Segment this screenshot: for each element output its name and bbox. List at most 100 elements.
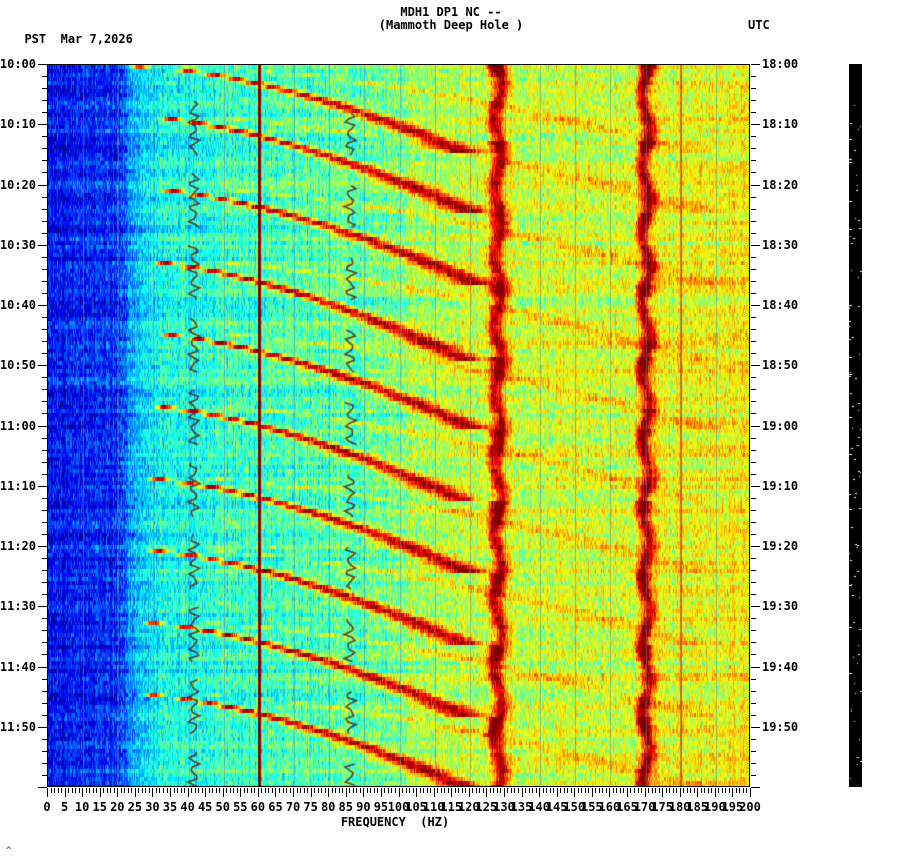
footer-mark: ^ [6, 846, 12, 856]
x-tick-minor [483, 788, 484, 793]
x-tick-minor [532, 788, 533, 793]
x-tick-major [645, 788, 646, 797]
x-tick-minor [75, 788, 76, 793]
x-tick-minor [560, 788, 561, 793]
x-tick-minor [367, 788, 368, 793]
spectrogram-plot[interactable] [47, 64, 750, 787]
y-tick-major [751, 667, 760, 668]
x-tick-minor [184, 788, 185, 793]
x-tick-major [135, 788, 136, 797]
x-tick-minor [290, 788, 291, 793]
x-tick-minor [620, 788, 621, 793]
x-label-180: 180 [668, 800, 691, 814]
x-tick-major [170, 788, 171, 797]
y-tick-minor [42, 112, 47, 113]
x-tick-major [223, 788, 224, 797]
x-tick-minor [61, 788, 62, 793]
y-tick-major [751, 486, 760, 487]
y-axis-right-labels: 18:00 18:10 18:20 18:30 18:40 18:50 19:00 19:10… [762, 57, 842, 787]
y-tick-major [38, 606, 47, 607]
y-tick-minor [751, 751, 756, 752]
x-tick-minor [349, 788, 350, 793]
y-tick-major [751, 185, 760, 186]
x-tick-minor [458, 788, 459, 793]
y-tick-minor [42, 401, 47, 402]
x-label-5: 5 [60, 800, 69, 814]
y-tick-major [38, 546, 47, 547]
x-tick-minor [339, 788, 340, 793]
y-tick-minor [42, 329, 47, 330]
x-tick-major [697, 788, 698, 797]
x-label-55: 55 [233, 800, 248, 814]
x-tick-minor [332, 788, 333, 793]
y-tick-major [751, 426, 760, 427]
y-tick-minor [751, 76, 756, 77]
x-tick-minor [167, 788, 168, 793]
x-tick-major [715, 788, 716, 797]
x-tick-minor [342, 788, 343, 793]
y-tick-minor [42, 630, 47, 631]
y-tick-minor [751, 329, 756, 330]
y-tick-minor [751, 630, 756, 631]
y-tick-minor [42, 462, 47, 463]
y-tick-major [751, 727, 760, 728]
y-tick-minor [751, 293, 756, 294]
x-label-20: 20 [110, 800, 125, 814]
y-tick-minor [42, 88, 47, 89]
y-label-right-1800: 18:00 [762, 57, 799, 71]
x-label-200: 200 [739, 800, 761, 814]
x-tick-major [240, 788, 241, 797]
y-tick-minor [42, 76, 47, 77]
x-tick-minor [437, 788, 438, 793]
y-tick-major [38, 245, 47, 246]
x-tick-minor [585, 788, 586, 793]
x-tick-minor [395, 788, 396, 793]
x-tick-minor [420, 788, 421, 793]
x-tick-minor [191, 788, 192, 793]
x-label-85: 85 [338, 800, 353, 814]
header-timezone-pst: PST [24, 32, 47, 46]
x-tick-minor [690, 788, 691, 793]
x-tick-major [381, 788, 382, 797]
x-label-50: 50 [215, 800, 230, 814]
y-tick-minor [42, 438, 47, 439]
y-tick-minor [751, 534, 756, 535]
y-tick-minor [42, 703, 47, 704]
y-tick-minor [42, 197, 47, 198]
x-tick-minor [430, 788, 431, 793]
x-tick-minor [279, 788, 280, 793]
x-tick-minor [110, 788, 111, 793]
x-tick-minor [546, 788, 547, 793]
x-tick-minor [297, 788, 298, 793]
y-label-left-1130: 11:30 [0, 599, 36, 613]
y-label-right-1820: 18:20 [762, 178, 799, 192]
x-label-75: 75 [303, 800, 318, 814]
y-tick-minor [751, 389, 756, 390]
y-tick-minor [42, 100, 47, 101]
y-tick-minor [751, 172, 756, 173]
x-tick-minor [254, 788, 255, 793]
y-tick-minor [42, 172, 47, 173]
x-tick-minor [518, 788, 519, 793]
y-label-right-1910: 19:10 [762, 479, 799, 493]
x-label-100: 100 [387, 800, 410, 814]
x-tick-minor [476, 788, 477, 793]
x-label-115: 115 [440, 800, 463, 814]
x-tick-minor [666, 788, 667, 793]
x-tick-minor [669, 788, 670, 793]
x-tick-minor [641, 788, 642, 793]
x-tick-minor [729, 788, 730, 793]
y-tick-minor [42, 281, 47, 282]
x-tick-minor [479, 788, 480, 793]
x-tick-minor [124, 788, 125, 793]
x-tick-minor [181, 788, 182, 793]
x-label-140: 140 [528, 800, 550, 814]
x-label-195: 195 [721, 800, 744, 814]
x-tick-major [346, 788, 347, 797]
x-tick-minor [72, 788, 73, 793]
x-tick-minor [103, 788, 104, 793]
x-label-30: 30 [145, 800, 160, 814]
x-tick-minor [599, 788, 600, 793]
x-tick-major [539, 788, 540, 797]
x-tick-minor [374, 788, 375, 793]
